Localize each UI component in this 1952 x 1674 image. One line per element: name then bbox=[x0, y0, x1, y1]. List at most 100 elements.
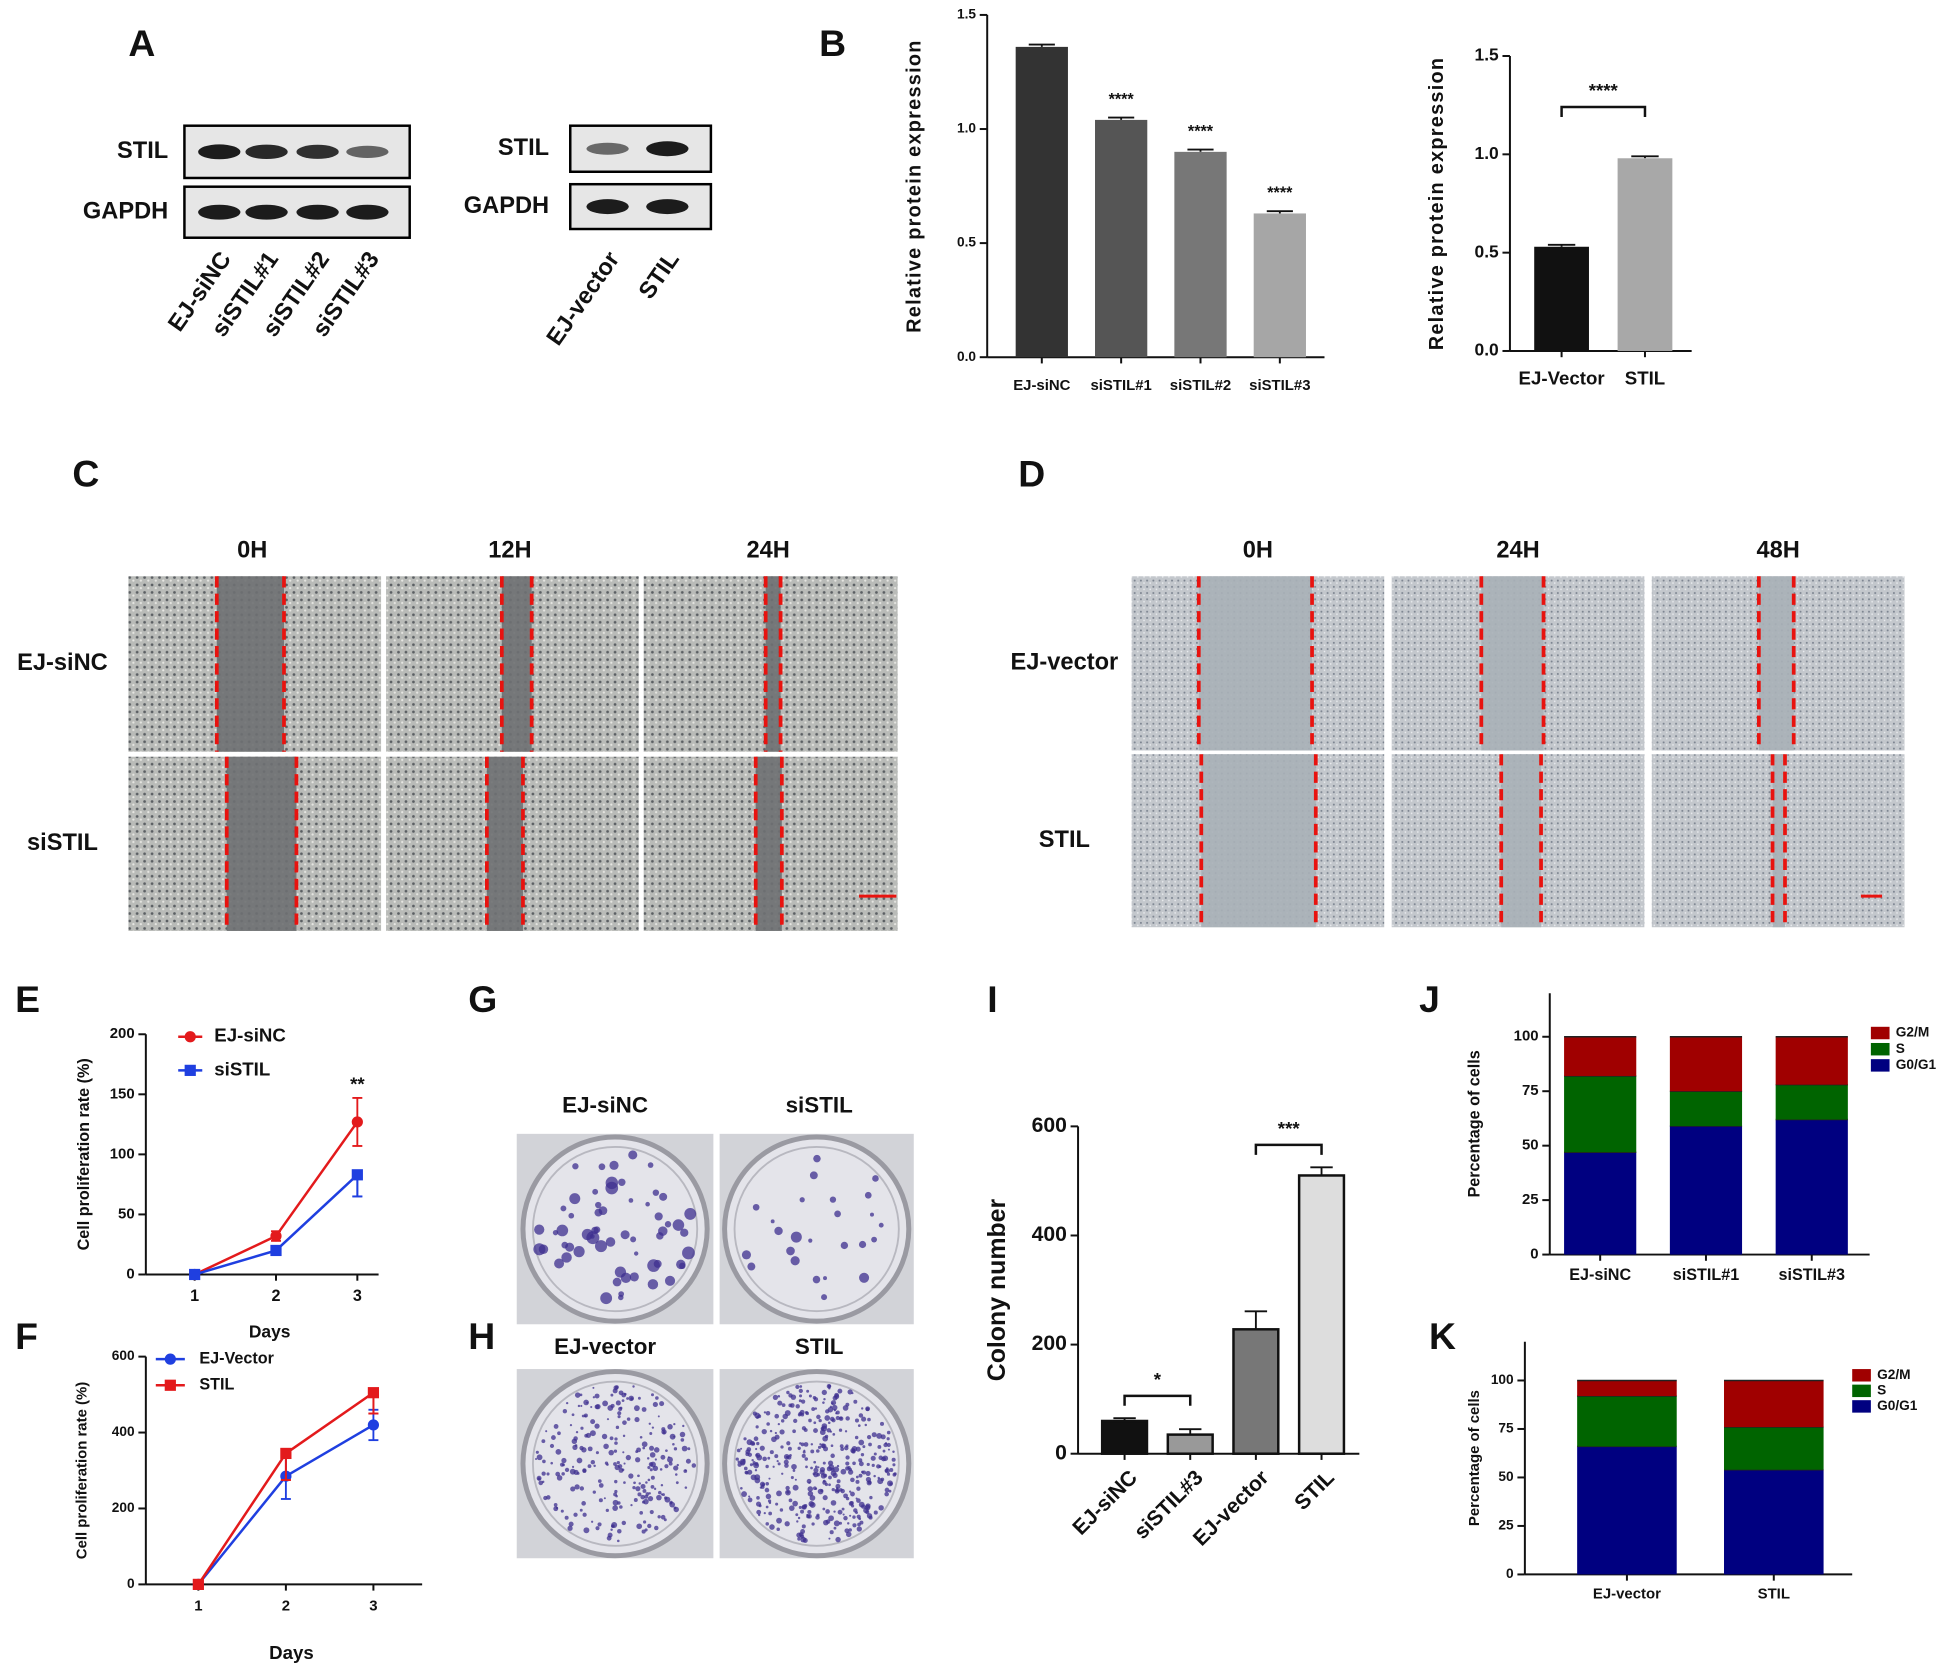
blot-band bbox=[296, 204, 339, 220]
colony bbox=[843, 1493, 848, 1499]
colony bbox=[641, 1407, 647, 1412]
colony bbox=[591, 1226, 599, 1235]
error-bar bbox=[1108, 116, 1135, 120]
colony bbox=[824, 1415, 831, 1421]
colony bbox=[854, 1435, 859, 1440]
colony bbox=[777, 1394, 781, 1398]
legend-marker bbox=[164, 1353, 176, 1365]
colony bbox=[625, 1454, 632, 1461]
bar bbox=[1174, 151, 1227, 358]
colony bbox=[796, 1532, 802, 1538]
colony bbox=[880, 1434, 886, 1440]
colony bbox=[676, 1463, 679, 1467]
colony bbox=[565, 1401, 569, 1405]
colony bbox=[867, 1417, 871, 1422]
panel-letter: H bbox=[468, 1315, 495, 1357]
blot-band bbox=[346, 145, 389, 158]
colony bbox=[571, 1413, 575, 1417]
colony bbox=[811, 1407, 816, 1411]
colony bbox=[649, 1452, 656, 1458]
colony bbox=[577, 1404, 581, 1408]
colony bbox=[811, 1522, 815, 1526]
colony bbox=[542, 1459, 546, 1464]
colony bbox=[831, 1418, 836, 1423]
colony bbox=[823, 1397, 826, 1401]
panel-letter: B bbox=[819, 22, 846, 64]
colony bbox=[819, 1429, 826, 1436]
legend-label: G2/M bbox=[1877, 1367, 1910, 1382]
colony bbox=[759, 1486, 763, 1489]
colony bbox=[808, 1394, 812, 1398]
colony bbox=[741, 1250, 752, 1260]
colony bbox=[808, 1238, 813, 1243]
colony bbox=[769, 1450, 774, 1455]
y-tick-label: 75 bbox=[1522, 1082, 1539, 1099]
marker bbox=[367, 1387, 380, 1399]
colony bbox=[608, 1449, 614, 1456]
colony bbox=[792, 1484, 799, 1491]
colony bbox=[749, 1463, 753, 1467]
colony bbox=[774, 1226, 783, 1236]
marker bbox=[280, 1447, 292, 1460]
colony bbox=[669, 1501, 676, 1508]
colony bbox=[779, 1508, 784, 1512]
x-tick-label: siSTIL#2 bbox=[1170, 377, 1231, 394]
colony bbox=[653, 1487, 657, 1491]
colony bbox=[801, 1453, 806, 1458]
colony bbox=[858, 1461, 864, 1467]
colony bbox=[840, 1447, 845, 1452]
colony bbox=[872, 1175, 879, 1182]
colony bbox=[865, 1510, 870, 1515]
significance: **** bbox=[1109, 90, 1135, 108]
colony bbox=[844, 1430, 848, 1433]
bar bbox=[1617, 158, 1673, 351]
colony bbox=[650, 1484, 655, 1489]
colony bbox=[775, 1502, 779, 1506]
colony bbox=[829, 1405, 833, 1409]
blot-row-label: STIL bbox=[498, 135, 549, 161]
colony bbox=[569, 1193, 581, 1205]
time-label: 12H bbox=[488, 538, 531, 564]
colony bbox=[663, 1518, 667, 1522]
colony bbox=[776, 1490, 782, 1497]
colony bbox=[618, 1294, 624, 1301]
blot-band bbox=[346, 204, 389, 220]
panel-letter: D bbox=[1018, 453, 1045, 495]
colony bbox=[564, 1515, 569, 1520]
colony bbox=[652, 1401, 658, 1408]
colony bbox=[533, 1243, 546, 1256]
colony bbox=[665, 1449, 668, 1453]
panel-letter: E bbox=[15, 978, 40, 1020]
colony bbox=[857, 1424, 861, 1427]
colony bbox=[876, 1464, 881, 1469]
x-axis-label: Days bbox=[249, 1322, 291, 1342]
y-tick-label: 0 bbox=[1530, 1246, 1538, 1263]
wound-gap bbox=[501, 576, 532, 752]
panel-letter: F bbox=[15, 1315, 38, 1357]
colony bbox=[617, 1528, 622, 1534]
colony bbox=[615, 1400, 621, 1406]
y-tick-label: 1.5 bbox=[957, 7, 976, 22]
wound-gap bbox=[1772, 754, 1785, 928]
colony bbox=[892, 1450, 895, 1453]
significance: *** bbox=[1278, 1118, 1301, 1139]
colony bbox=[826, 1428, 832, 1433]
colony bbox=[763, 1512, 766, 1515]
colony bbox=[610, 1528, 613, 1531]
colony bbox=[886, 1437, 890, 1441]
colony bbox=[569, 1424, 573, 1427]
colony bbox=[682, 1424, 685, 1428]
colony bbox=[870, 1455, 876, 1461]
colony bbox=[649, 1509, 654, 1515]
legend-marker bbox=[184, 1064, 196, 1076]
colony bbox=[858, 1517, 862, 1521]
colony bbox=[858, 1439, 865, 1446]
colony bbox=[632, 1385, 635, 1388]
colony bbox=[649, 1468, 653, 1472]
colony bbox=[809, 1501, 816, 1508]
colony bbox=[564, 1467, 570, 1473]
colony bbox=[788, 1498, 793, 1503]
colony bbox=[822, 1461, 826, 1465]
colony bbox=[649, 1431, 653, 1435]
colony bbox=[741, 1491, 747, 1497]
